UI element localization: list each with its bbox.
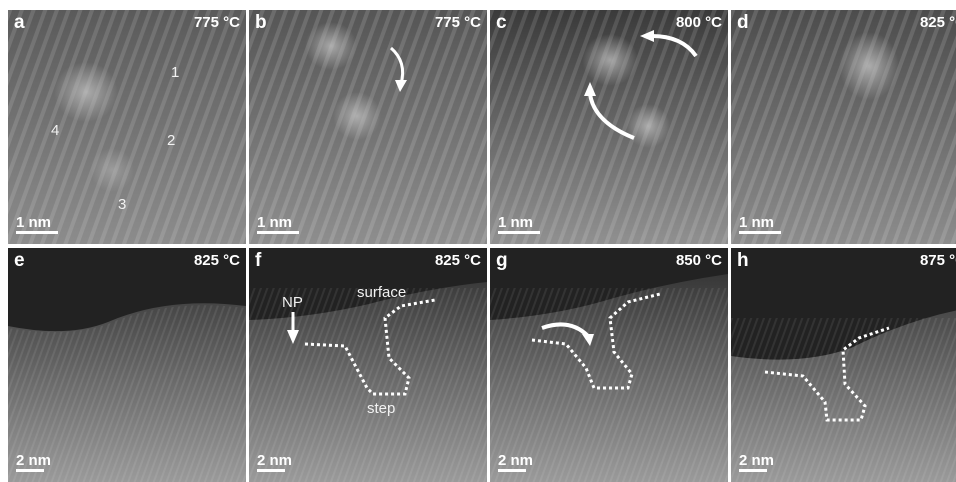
scale-bar-line — [16, 469, 44, 472]
scale-bar-line — [498, 231, 540, 234]
micrograph-d — [731, 10, 956, 244]
scale-bar-line — [739, 469, 767, 472]
panel-e: e 825 °C 2 nm — [8, 248, 246, 482]
site-number-1: 1 — [171, 64, 180, 81]
panel-label: e — [14, 250, 25, 271]
scale-bar-label: 1 nm — [498, 214, 534, 231]
temperature-label: 875 °C — [919, 252, 956, 269]
panel-b: b 775 °C 1 nm — [249, 10, 487, 244]
scale-bar-line — [257, 231, 299, 234]
step-outline — [304, 298, 436, 396]
micrograph-f — [249, 248, 487, 482]
surface-label: surface — [357, 284, 407, 301]
temperature-label: 775 °C — [434, 14, 481, 31]
scale-bar: 2 nm — [16, 453, 51, 472]
step-outline — [764, 326, 890, 422]
scale-bar: 2 nm — [257, 453, 292, 472]
panel-label: b — [255, 12, 267, 33]
panel-f: f 825 °C NP surface step 2 nm — [249, 248, 487, 482]
scale-bar-label: 2 nm — [498, 452, 534, 469]
scale-bar-line — [16, 231, 58, 234]
scale-bar-label: 1 nm — [257, 214, 293, 231]
temperature-label: 825 °C — [193, 252, 240, 269]
scale-bar: 2 nm — [739, 453, 774, 472]
scale-bar: 1 nm — [16, 215, 58, 234]
panel-label: d — [737, 12, 749, 33]
temperature-label: 825 °C — [919, 14, 956, 31]
scale-bar: 1 nm — [498, 215, 540, 234]
site-number-2: 2 — [167, 132, 176, 149]
scale-bar-line — [257, 469, 285, 472]
panel-label: g — [496, 250, 508, 271]
scale-bar: 2 nm — [498, 453, 533, 472]
scale-bar-label: 2 nm — [257, 452, 293, 469]
scale-bar-label: 1 nm — [739, 214, 775, 231]
temperature-label: 850 °C — [675, 252, 722, 269]
temperature-label: 825 °C — [434, 252, 481, 269]
scale-bar-label: 1 nm — [16, 214, 52, 231]
scale-bar-label: 2 nm — [739, 452, 775, 469]
scale-bar: 1 nm — [257, 215, 299, 234]
scale-bar-label: 2 nm — [16, 452, 52, 469]
micrograph-c — [490, 10, 728, 244]
scale-bar: 1 nm — [739, 215, 781, 234]
np-label: NP — [282, 294, 303, 311]
temperature-label: 775 °C — [193, 14, 240, 31]
micrograph-h — [731, 248, 956, 482]
scale-bar-line — [739, 231, 781, 234]
micrograph-g — [490, 248, 728, 482]
site-number-3: 3 — [118, 196, 127, 213]
panel-d: d 825 °C 1 nm — [731, 10, 956, 244]
micrograph-e — [8, 248, 246, 482]
scale-bar-line — [498, 469, 526, 472]
site-number-4: 4 — [51, 122, 60, 139]
panel-g: g 850 °C 2 nm — [490, 248, 728, 482]
step-outline — [531, 292, 661, 390]
panel-label: h — [737, 250, 749, 271]
micrograph-a — [8, 10, 246, 244]
micrograph-b — [249, 10, 487, 244]
temperature-label: 800 °C — [675, 14, 722, 31]
panel-a: a 775 °C 1 2 3 4 1 nm — [8, 10, 246, 244]
panel-c: c 800 °C 1 nm — [490, 10, 728, 244]
panel-h: h 875 °C 2 nm — [731, 248, 956, 482]
panel-label: c — [496, 12, 507, 33]
panel-label: a — [14, 12, 25, 33]
step-label: step — [367, 400, 396, 417]
panel-label: f — [255, 250, 262, 271]
